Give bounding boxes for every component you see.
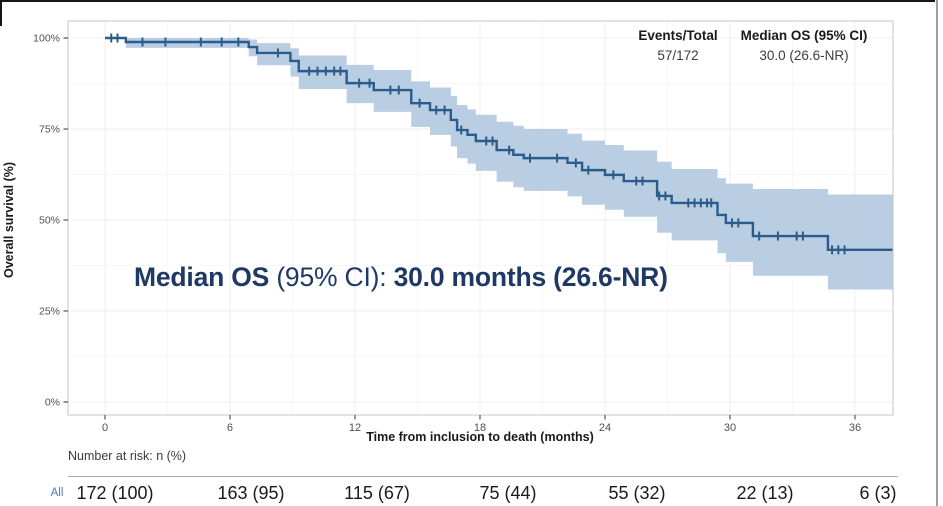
annotation-value: 30.0 months (26.6-NR)	[393, 262, 668, 292]
median-os-annotation: Median OS (95% CI): 30.0 months (26.6-NR…	[134, 262, 668, 293]
risk-value-36: 6 (3)	[859, 483, 897, 503]
annotation-median-label: Median OS	[134, 262, 277, 292]
censor-marks	[110, 33, 846, 255]
svg-text:50%: 50%	[39, 215, 60, 227]
svg-text:30: 30	[724, 422, 736, 434]
x-axis-title: Time from inclusion to death (months)	[366, 430, 594, 444]
risk-value-0: 172 (100)	[76, 483, 154, 503]
risk-row-label-all: All	[50, 487, 64, 499]
events-total-value: 57/172	[657, 48, 699, 63]
events-total-header: Events/Total	[638, 28, 718, 43]
risk-value-18: 75 (44)	[479, 483, 537, 503]
svg-text:100%: 100%	[33, 33, 60, 45]
stats-median-column: Median OS (95% CI) 30.0 (26.6-NR)	[723, 28, 885, 63]
svg-text:75%: 75%	[39, 124, 60, 136]
slide-top-border	[0, 0, 935, 2]
risk-value-30: 22 (13)	[736, 483, 794, 503]
risk-value-12: 115 (67)	[344, 483, 410, 503]
annotation-ci-label: (95% CI):	[276, 262, 394, 292]
confidence-band	[105, 38, 893, 290]
svg-text:12: 12	[349, 422, 361, 434]
slide-right-border	[936, 0, 938, 506]
risk-value-24: 55 (32)	[608, 483, 666, 503]
svg-text:6: 6	[227, 422, 233, 434]
axis-ticks	[63, 37, 856, 420]
svg-text:18: 18	[474, 422, 486, 434]
svg-text:25%: 25%	[39, 306, 60, 318]
risk-value-6: 163 (95)	[217, 483, 285, 503]
median-os-value: 30.0 (26.6-NR)	[759, 48, 849, 63]
svg-text:0: 0	[102, 422, 108, 434]
y-tick-labels: 0% 25% 50% 75% 100%	[33, 33, 60, 409]
svg-text:24: 24	[599, 422, 611, 434]
x-tick-labels: 0 6 12 18 24 30 36	[102, 422, 861, 434]
panel-border	[67, 20, 894, 416]
y-axis-title: Overall survival (%)	[2, 162, 16, 278]
slide-left-border	[0, 0, 2, 26]
risk-table-divider	[68, 476, 898, 477]
svg-text:0%: 0%	[45, 397, 60, 409]
svg-text:36: 36	[849, 422, 861, 434]
number-at-risk-caption: Number at risk: n (%)	[68, 449, 187, 463]
median-os-header: Median OS (95% CI)	[740, 28, 868, 43]
stats-events-column: Events/Total 57/172	[618, 28, 738, 63]
